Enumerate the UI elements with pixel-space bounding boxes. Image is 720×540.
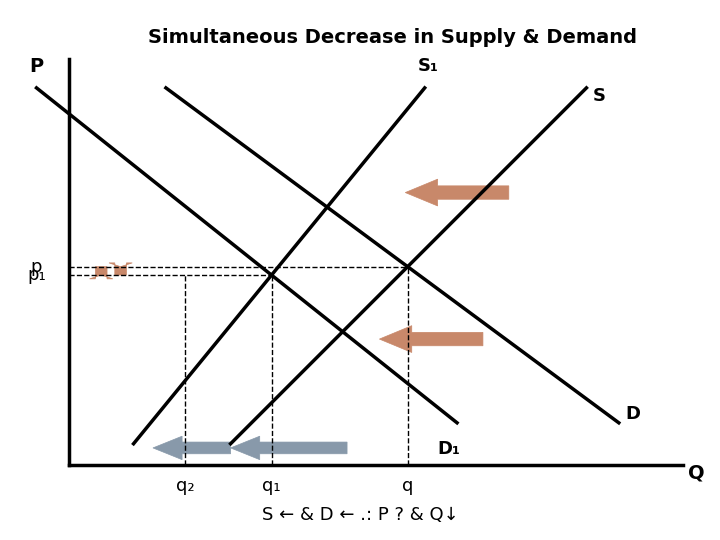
Text: S₁: S₁ xyxy=(418,57,439,76)
Text: Q: Q xyxy=(688,463,705,483)
Text: P: P xyxy=(30,57,44,77)
Text: p: p xyxy=(31,258,42,276)
Text: q: q xyxy=(402,477,413,495)
Text: S: S xyxy=(593,87,606,105)
Polygon shape xyxy=(109,263,132,275)
Polygon shape xyxy=(405,179,509,206)
Text: q₂: q₂ xyxy=(176,477,194,495)
Text: D₁: D₁ xyxy=(438,440,461,457)
Text: p₁: p₁ xyxy=(27,266,46,284)
Polygon shape xyxy=(89,267,113,279)
Text: Simultaneous Decrease in Supply & Demand: Simultaneous Decrease in Supply & Demand xyxy=(148,28,637,47)
Polygon shape xyxy=(230,436,347,460)
Text: q₁: q₁ xyxy=(262,477,281,495)
Text: S ← & D ← .: P ? & Q↓: S ← & D ← .: P ? & Q↓ xyxy=(261,506,459,524)
Text: D: D xyxy=(625,406,640,423)
Polygon shape xyxy=(153,436,230,460)
Polygon shape xyxy=(379,326,483,353)
